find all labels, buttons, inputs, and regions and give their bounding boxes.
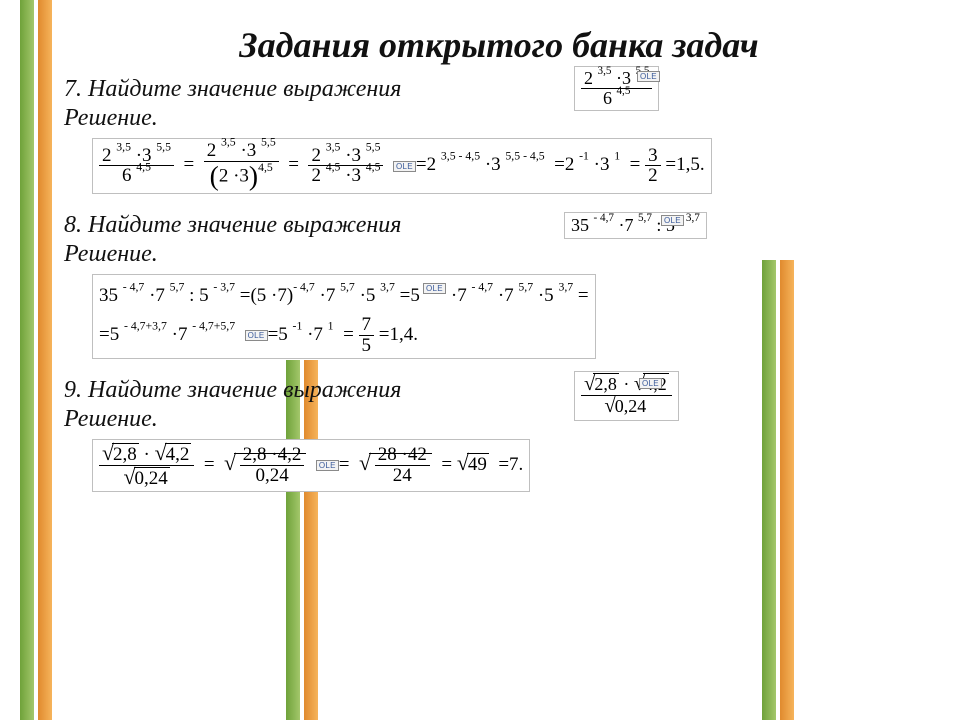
ole-icon (661, 215, 684, 226)
page-title: Задания открытого банка задач (64, 24, 934, 66)
ole-icon (423, 283, 446, 294)
ole-icon (316, 460, 339, 471)
problem-9-given-formula: 2,8 · 4,2 0,24 (574, 371, 679, 421)
ole-icon (637, 71, 660, 82)
problem-8-solution-label: Решение. (64, 241, 934, 268)
problem-7-solution-label: Решение. (64, 105, 934, 132)
problem-8-prompt: 8. Найдите значение выражения (64, 212, 934, 239)
ole-icon (393, 161, 416, 172)
problem-9-solution-label: Решение. (64, 406, 934, 433)
accent-bar-green-1 (20, 0, 34, 720)
p7-given-den: 6 4,5 (603, 88, 630, 108)
problem-7: 7. Найдите значение выражения 2 3,5 ·3 5… (64, 76, 934, 194)
problem-8-chain: 35 - 4,7 ·7 5,7 : 5 - 3,7 =(5 ·7)- 4,7 ·… (92, 274, 596, 359)
slide-content: Задания открытого банка задач 7. Найдите… (64, 24, 934, 492)
problem-7-chain: 2 3,5 ·3 5,5 6 4,5 = 2 3,5 ·3 5,5 (2 ·3)… (92, 138, 712, 194)
problem-7-prompt: 7. Найдите значение выражения (64, 76, 934, 103)
accent-bar-orange-1 (38, 0, 52, 720)
problem-9-prompt: 9. Найдите значение выражения (64, 377, 934, 404)
ole-icon (639, 378, 662, 389)
ole-icon (245, 330, 268, 341)
problem-7-given-formula: 2 3,5 ·3 5,5 6 4,5 (574, 66, 659, 111)
problem-8: 8. Найдите значение выражения 35 - 4,7 ·… (64, 212, 934, 359)
problem-9-chain: 2,8 · 4,2 0,24 = 2,8 ·4,2 0,24 = (92, 439, 530, 492)
problem-8-given-formula: 35 - 4,7 ·7 5,7 : 5 - 3,7 (564, 212, 707, 239)
problem-9: 9. Найдите значение выражения 2,8 · 4,2 … (64, 377, 934, 492)
